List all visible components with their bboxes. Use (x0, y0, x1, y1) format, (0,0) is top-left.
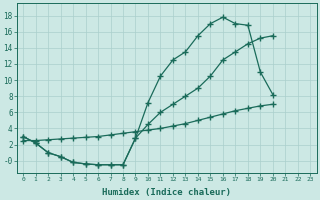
X-axis label: Humidex (Indice chaleur): Humidex (Indice chaleur) (102, 188, 231, 197)
